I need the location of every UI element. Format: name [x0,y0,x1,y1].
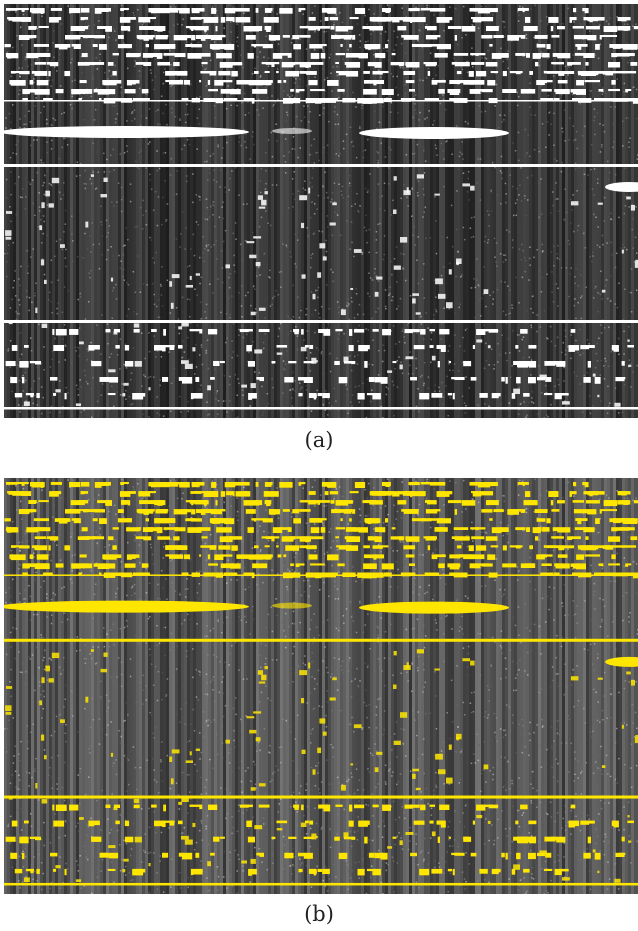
panel-b-image [4,478,638,894]
panel-a-image [4,4,638,418]
highlighted-spectrogram-image [4,478,638,894]
caption-a: (a) [304,428,334,452]
grayscale-spectrogram-image [4,4,638,418]
caption-b: (b) [304,902,334,926]
